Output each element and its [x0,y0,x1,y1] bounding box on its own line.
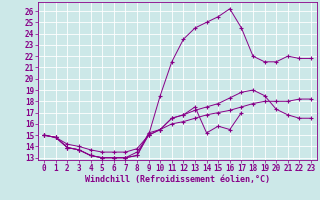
X-axis label: Windchill (Refroidissement éolien,°C): Windchill (Refroidissement éolien,°C) [85,175,270,184]
